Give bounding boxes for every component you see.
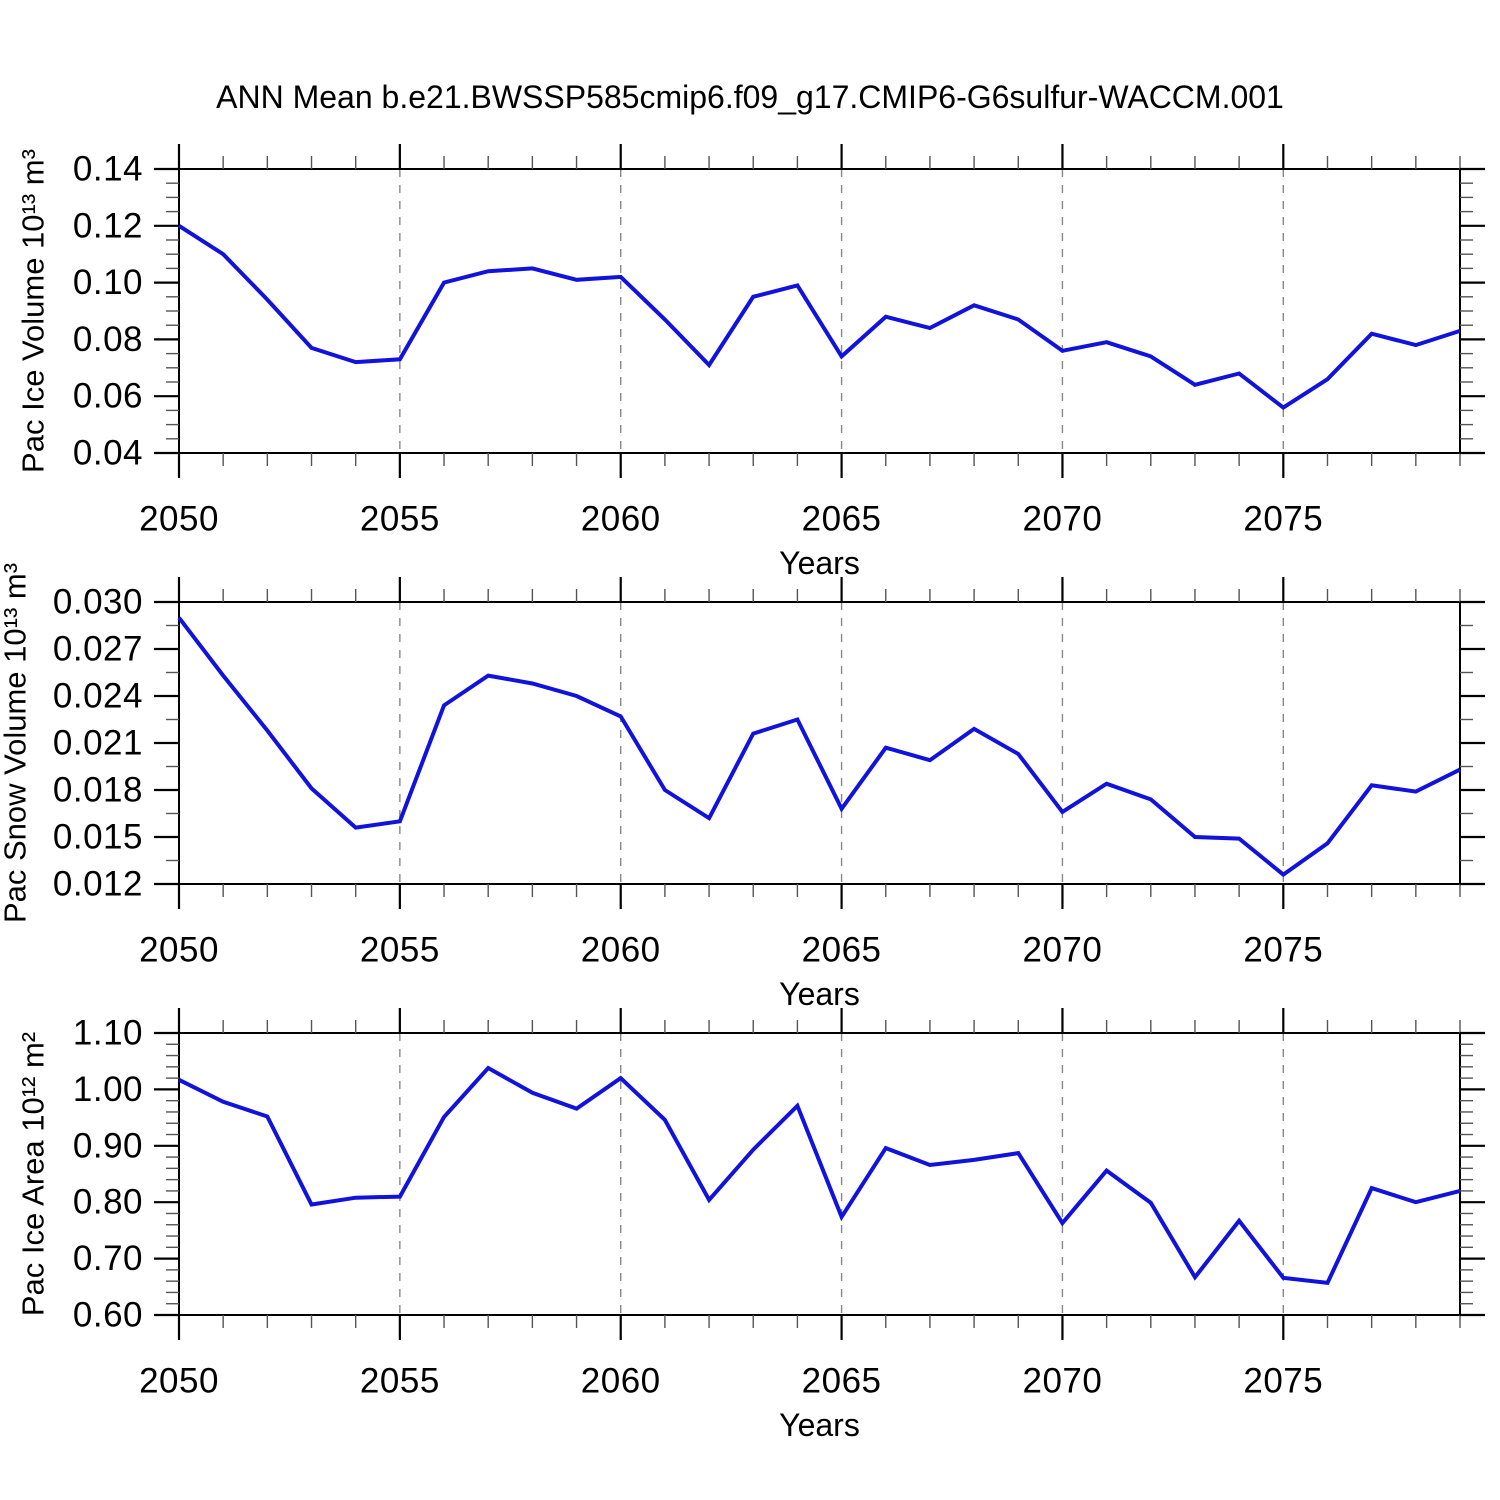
y-tick-label: 0.70: [73, 1239, 143, 1278]
data-line-pac-ice-area: [178, 1065, 1461, 1286]
y-tick-label: 0.015: [53, 818, 143, 857]
x-tick-label: 2060: [581, 1362, 661, 1401]
y-axis-title: Pac Ice Volume 10¹³ m³: [16, 149, 51, 473]
x-tick-label: 2070: [1023, 1362, 1103, 1401]
x-tick-label: 2050: [139, 1362, 219, 1401]
y-tick-label: 1.00: [73, 1070, 143, 1109]
y-tick-label: 0.06: [73, 377, 143, 416]
panel-pac-ice-area: 2050 2055 2060 2065 2070 2075 0.60 0.70 0.80 0.90…: [16, 1008, 1485, 1443]
x-tick-label: 2050: [139, 931, 219, 970]
y-tick-label: 0.04: [73, 434, 143, 473]
x-tick-label: 2075: [1243, 500, 1323, 539]
x-tick-label: 2065: [802, 931, 882, 970]
x-tick-label: 2070: [1023, 931, 1103, 970]
x-axis-title: Years: [779, 545, 860, 581]
y-tick-label: 0.60: [73, 1296, 143, 1335]
plot-frame: [178, 168, 1461, 454]
y-tick-label: 0.08: [73, 320, 143, 359]
x-tick-label: 2055: [360, 500, 440, 539]
chart-title: ANN Mean b.e21.BWSSP585cmip6.f09_g17.CMI…: [216, 79, 1284, 115]
x-tick-label: 2055: [360, 1362, 440, 1401]
y-tick-label: 1.10: [73, 1014, 143, 1053]
x-axis-title: Years: [779, 976, 860, 1012]
x-tick-label: 2065: [802, 500, 882, 539]
y-tick-label: 0.021: [53, 724, 143, 763]
plot-frame: [178, 1032, 1461, 1316]
y-tick-label: 0.030: [53, 583, 143, 622]
x-tick-label: 2055: [360, 931, 440, 970]
data-line-pac-ice-volume: [177, 224, 1461, 411]
x-tick-label: 2050: [139, 500, 219, 539]
y-tick-label: 0.12: [73, 206, 143, 245]
x-tick-label: 2060: [581, 931, 661, 970]
x-tick-label: 2075: [1243, 1362, 1323, 1401]
panel-pac-snow-volume: 2050 2055 2060 2065 2070 2075 0.012 0.015 0.018 0…: [0, 563, 1485, 1012]
x-axis-title: Years: [779, 1407, 860, 1443]
x-tick-label: 2070: [1023, 500, 1103, 539]
y-tick-label: 0.018: [53, 771, 143, 810]
y-tick-label: 0.027: [53, 630, 143, 669]
y-tick-label: 0.10: [73, 263, 143, 302]
y-axis-title: Pac Snow Volume 10¹³ m³: [0, 563, 33, 923]
y-tick-label: 0.14: [73, 150, 143, 189]
plot-frame: [178, 601, 1461, 885]
y-tick-label: 0.90: [73, 1126, 143, 1165]
data-line-pac-snow-volume: [177, 616, 1461, 878]
x-tick-label: 2075: [1243, 931, 1323, 970]
y-tick-label: 0.024: [53, 677, 143, 716]
x-tick-label: 2065: [802, 1362, 882, 1401]
y-tick-label: 0.012: [53, 865, 143, 904]
y-axis-title: Pac Ice Area 10¹² m²: [16, 1032, 51, 1316]
panel-pac-ice-volume: 2050 2055 2060 2065 2070 2075 0.04 0.06 0.08 0.10…: [16, 144, 1485, 581]
y-tick-label: 0.80: [73, 1183, 143, 1222]
x-tick-label: 2060: [581, 500, 661, 539]
